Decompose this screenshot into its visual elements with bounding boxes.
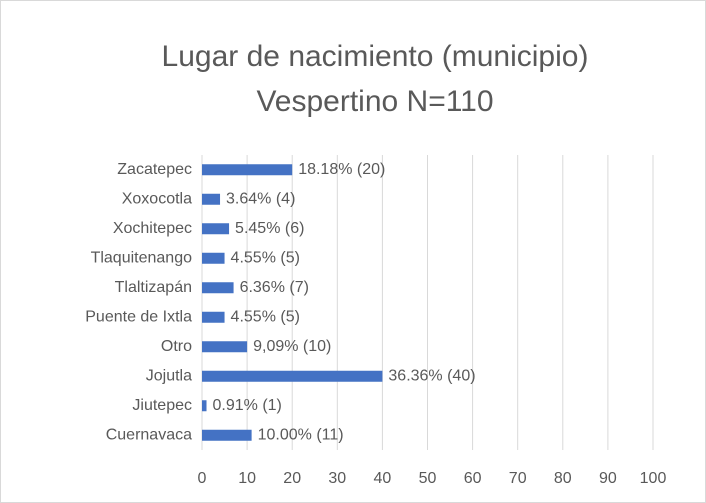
data-label: 6.36% (7) (240, 279, 309, 296)
x-tick-label: 30 (328, 470, 346, 487)
y-tick-label: Xochitepec (113, 220, 192, 237)
bar (202, 370, 383, 382)
bar (202, 252, 225, 264)
bar (202, 193, 221, 205)
data-label: 10.00% (11) (258, 426, 344, 443)
bar (202, 400, 207, 412)
bar (202, 341, 248, 353)
x-tick-label: 0 (198, 470, 207, 487)
y-tick-label: Zacatepec (117, 161, 192, 178)
data-label: 9,09% (10) (253, 338, 331, 355)
x-tick-label: 100 (640, 470, 667, 487)
y-tick-label: Tlaquitenango (91, 249, 193, 266)
bar (202, 429, 252, 441)
x-tick-label: 50 (419, 470, 437, 487)
chart-subtitle: Vespertino N=110 (256, 85, 493, 118)
bar (202, 164, 293, 176)
data-label: 18.18% (20) (298, 161, 385, 178)
y-tick-label: Xoxocotla (122, 190, 192, 207)
x-tick-label: 80 (554, 470, 572, 487)
bar (202, 223, 230, 235)
y-tick-label: Otro (161, 338, 192, 355)
y-tick-label: Cuernavaca (106, 426, 192, 443)
data-label: 4.55% (5) (231, 249, 300, 266)
data-label: 4.55% (5) (231, 308, 300, 325)
data-label: 36.36% (40) (388, 367, 475, 384)
bar (202, 282, 234, 294)
x-tick-label: 70 (509, 470, 527, 487)
y-tick-label: Puente de Ixtla (85, 308, 192, 325)
data-label: 0.91% (1) (213, 397, 282, 414)
x-tick-label: 60 (464, 470, 482, 487)
data-label: 5.45% (6) (235, 220, 304, 237)
data-label: 3.64% (4) (226, 190, 295, 207)
y-tick-label: Jojutla (146, 367, 192, 384)
x-tick-label: 90 (599, 470, 617, 487)
x-tick-label: 40 (374, 470, 392, 487)
chart-title: Lugar de nacimiento (municipio) (162, 40, 589, 73)
x-tick-label: 10 (238, 470, 256, 487)
bar (202, 311, 225, 323)
x-tick-label: 20 (283, 470, 301, 487)
y-tick-label: Tlaltizapán (115, 279, 192, 296)
y-tick-label: Jiutepec (132, 397, 192, 414)
